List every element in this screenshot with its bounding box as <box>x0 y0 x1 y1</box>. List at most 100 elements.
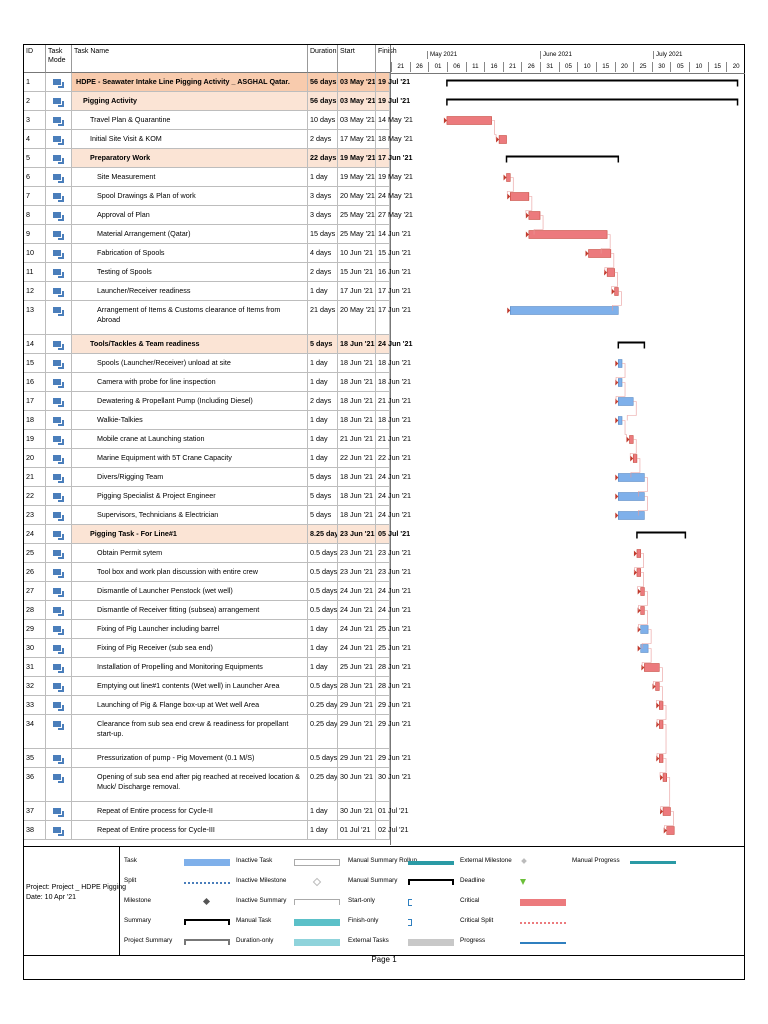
task-start[interactable]: 24 Jun '21 <box>338 582 376 600</box>
task-row[interactable]: 5 Preparatory Work 22 days 19 May '21 17 Jun… <box>24 149 412 168</box>
task-start[interactable]: 29 Jun '21 <box>338 749 376 767</box>
task-name[interactable]: Preparatory Work <box>72 149 308 167</box>
task-name[interactable]: Walkie-Talkies <box>72 411 308 429</box>
task-start[interactable]: 15 Jun '21 <box>338 263 376 281</box>
task-start[interactable]: 23 Jun '21 <box>338 563 376 581</box>
task-duration[interactable]: 0.5 days <box>308 749 338 767</box>
task-start[interactable]: 18 Jun '21 <box>338 468 376 486</box>
task-finish[interactable]: 24 May '21 <box>376 187 413 205</box>
task-start[interactable]: 24 Jun '21 <box>338 601 376 619</box>
task-row[interactable]: 13 Arrangement of Items & Customs clearan… <box>24 301 411 335</box>
task-name[interactable]: Approval of Plan <box>72 206 308 224</box>
task-name[interactable]: Tools/Tackles & Team readiness <box>72 335 308 353</box>
task-row[interactable]: 35 Pressurization of pump - Pig Movement … <box>24 749 411 768</box>
task-finish[interactable]: 24 Jun '21 <box>376 506 411 524</box>
task-duration[interactable]: 5 days <box>308 335 338 353</box>
task-name[interactable]: Pressurization of pump - Pig Movement (0… <box>72 749 308 767</box>
task-name[interactable]: Launching of Pig & Flange box-up at Wet … <box>72 696 308 714</box>
task-duration[interactable]: 1 day <box>308 411 338 429</box>
task-bar[interactable] <box>618 359 623 368</box>
header-start[interactable]: Start <box>338 45 376 73</box>
task-duration[interactable]: 2 days <box>308 263 338 281</box>
task-start[interactable]: 29 Jun '21 <box>338 715 376 748</box>
task-finish[interactable]: 25 Jun '21 <box>376 620 411 638</box>
task-name[interactable]: Arrangement of Items & Customs clearance… <box>72 301 308 334</box>
task-duration[interactable]: 3 days <box>308 206 338 224</box>
task-duration[interactable]: 4 days <box>308 244 338 262</box>
task-row[interactable]: 27 Dismantle of Launcher Penstock (wet we… <box>24 582 411 601</box>
task-row[interactable]: 7 Spool Drawings & Plan of work 3 days 20 M… <box>24 187 413 206</box>
task-duration[interactable]: 1 day <box>308 620 338 638</box>
task-duration[interactable]: 1 day <box>308 430 338 448</box>
task-bar[interactable] <box>618 473 645 482</box>
task-name[interactable]: Obtain Permit sytem <box>72 544 308 562</box>
task-finish[interactable]: 24 Jun '21 <box>376 335 412 353</box>
task-start[interactable]: 30 Jun '21 <box>338 802 376 820</box>
critical-task-bar[interactable] <box>629 435 634 444</box>
task-duration[interactable]: 0.25 days <box>308 768 338 801</box>
task-duration[interactable]: 5 days <box>308 468 338 486</box>
critical-task-bar[interactable] <box>640 587 645 596</box>
critical-task-bar[interactable] <box>644 663 660 672</box>
task-row[interactable]: 28 Dismantle of Receiver fitting (subsea)… <box>24 601 411 620</box>
task-name[interactable]: Divers/Rigging Team <box>72 468 308 486</box>
critical-task-bar[interactable] <box>659 720 664 729</box>
task-row[interactable]: 2 Pigging Activity 56 days 03 May '21 19 Jul… <box>24 92 410 111</box>
task-row[interactable]: 30 Fixing of Pig Receiver (sub sea end) 1 … <box>24 639 411 658</box>
task-duration[interactable]: 10 days <box>308 111 338 129</box>
task-finish[interactable]: 14 Jun '21 <box>376 225 411 243</box>
task-duration[interactable]: 1 day <box>308 802 338 820</box>
task-start[interactable]: 01 Jul '21 <box>338 821 376 839</box>
task-name[interactable]: Material Arrangement (Qatar) <box>72 225 308 243</box>
task-start[interactable]: 18 Jun '21 <box>338 411 376 429</box>
task-duration[interactable]: 1 day <box>308 373 338 391</box>
critical-task-bar[interactable] <box>528 230 608 239</box>
critical-task-bar[interactable] <box>606 268 615 277</box>
task-name[interactable]: Site Measurement <box>72 168 308 186</box>
task-start[interactable]: 22 Jun '21 <box>338 449 376 467</box>
task-row[interactable]: 16 Camera with probe for line inspection 1… <box>24 373 411 392</box>
task-start[interactable]: 18 Jun '21 <box>338 354 376 372</box>
task-duration[interactable]: 2 days <box>308 130 338 148</box>
task-start[interactable]: 19 May '21 <box>338 168 376 186</box>
task-finish[interactable]: 24 Jun '21 <box>376 601 411 619</box>
task-duration[interactable]: 5 days <box>308 506 338 524</box>
task-duration[interactable]: 0.5 days <box>308 677 338 695</box>
task-row[interactable]: 38 Repeat of Entire process for Cycle-III… <box>24 821 409 840</box>
task-finish[interactable]: 15 Jun '21 <box>376 244 411 262</box>
task-duration[interactable]: 22 days <box>308 149 338 167</box>
task-finish[interactable]: 17 Jun '21 <box>376 282 411 300</box>
task-row[interactable]: 34 Clearance from sub sea end crew & read… <box>24 715 411 749</box>
task-duration[interactable]: 1 day <box>308 168 338 186</box>
task-duration[interactable]: 1 day <box>308 658 338 676</box>
critical-task-bar[interactable] <box>498 135 507 144</box>
task-name[interactable]: Marine Equipment with 5T Crane Capacity <box>72 449 308 467</box>
task-row[interactable]: 9 Material Arrangement (Qatar) 15 days 25 M… <box>24 225 411 244</box>
task-finish[interactable]: 16 Jun '21 <box>376 263 411 281</box>
task-duration[interactable]: 1 day <box>308 282 338 300</box>
critical-task-bar[interactable] <box>659 754 664 763</box>
task-start[interactable]: 19 May '21 <box>338 149 376 167</box>
task-start[interactable]: 17 Jun '21 <box>338 282 376 300</box>
task-finish[interactable]: 24 Jun '21 <box>376 487 411 505</box>
task-duration[interactable]: 0.25 days <box>308 696 338 714</box>
task-start[interactable]: 25 May '21 <box>338 225 376 243</box>
task-start[interactable]: 03 May '21 <box>338 92 376 110</box>
task-name[interactable]: Fixing of Pig Launcher including barrel <box>72 620 308 638</box>
critical-task-bar[interactable] <box>632 454 638 463</box>
task-finish[interactable]: 27 May '21 <box>376 206 413 224</box>
task-row[interactable]: 4 Initial Site Visit & KOM 2 days 17 May '2… <box>24 130 413 149</box>
task-name[interactable]: Clearance from sub sea end crew & readin… <box>72 715 308 748</box>
task-row[interactable]: 18 Walkie-Talkies 1 day 18 Jun '21 18 Jun '2… <box>24 411 411 430</box>
task-finish[interactable]: 24 Jun '21 <box>376 468 411 486</box>
task-row[interactable]: 23 Supervisors, Technicians & Electrician… <box>24 506 411 525</box>
task-finish[interactable]: 28 Jun '21 <box>376 658 411 676</box>
critical-task-bar[interactable] <box>636 568 641 577</box>
task-finish[interactable]: 05 Jul '21 <box>376 525 410 543</box>
task-finish[interactable]: 02 Jul '21 <box>376 821 409 839</box>
task-row[interactable]: 20 Marine Equipment with 5T Crane Capacit… <box>24 449 411 468</box>
task-duration[interactable]: 8.25 days <box>308 525 338 543</box>
critical-task-bar[interactable] <box>509 192 530 201</box>
task-name[interactable]: Pigging Specialist & Project Engineer <box>72 487 308 505</box>
task-name[interactable]: Pigging Task - For Line#1 <box>72 525 308 543</box>
